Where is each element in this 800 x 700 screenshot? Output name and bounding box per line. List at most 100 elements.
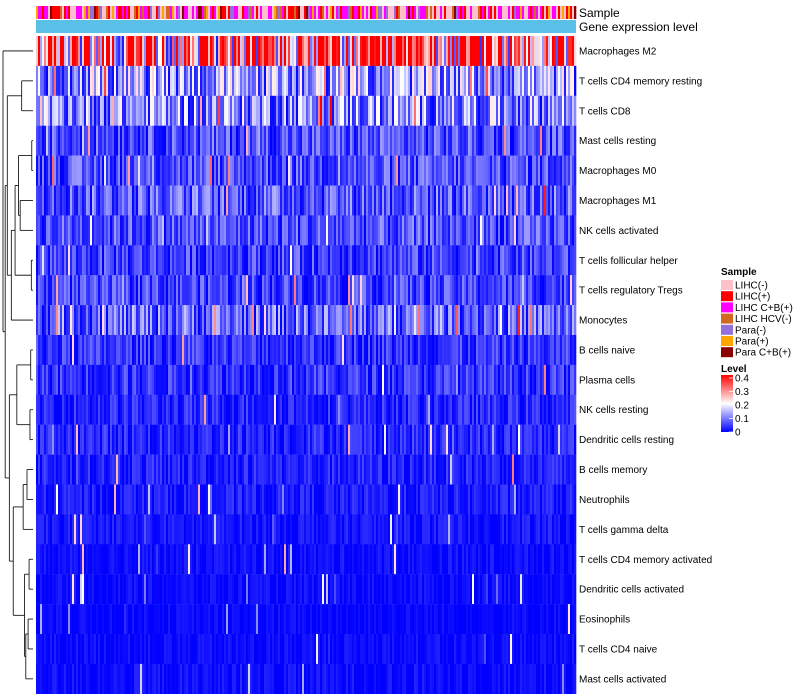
- heatmap-cell: [224, 215, 227, 246]
- heatmap-cell: [408, 245, 411, 276]
- heatmap-cell: [530, 364, 533, 395]
- heatmap-cell: [292, 36, 295, 67]
- heatmap-cell: [244, 275, 247, 306]
- heatmap-cell: [42, 454, 45, 485]
- heatmap-cell: [36, 514, 39, 545]
- heatmap-cell: [286, 424, 289, 455]
- heatmap-cell: [382, 245, 385, 276]
- heatmap-cell: [120, 95, 123, 126]
- heatmap-cell: [162, 65, 165, 96]
- heatmap-cell: [162, 454, 165, 485]
- heatmap-cell: [132, 275, 135, 306]
- heatmap-cell: [496, 125, 499, 156]
- heatmap-cell: [558, 95, 561, 126]
- heatmap-cell: [158, 36, 161, 67]
- heatmap-cell: [76, 36, 79, 67]
- heatmap-cell: [476, 305, 479, 336]
- heatmap-cell: [104, 125, 107, 156]
- heatmap-cell: [240, 424, 243, 455]
- heatmap-cell: [286, 125, 289, 156]
- heatmap-cell: [554, 245, 557, 276]
- heatmap-cell: [230, 36, 233, 67]
- heatmap-cell: [276, 424, 279, 455]
- sample-track-cell: [48, 6, 51, 19]
- heatmap-cell: [170, 215, 173, 246]
- heatmap-cell: [130, 215, 133, 246]
- heatmap-cell: [122, 215, 125, 246]
- sample-track-cell: [450, 6, 453, 19]
- heatmap-cell: [62, 335, 65, 366]
- heatmap-cell: [112, 155, 115, 186]
- heatmap-cell: [210, 125, 213, 156]
- heatmap-cell: [188, 275, 191, 306]
- heatmap-cell: [488, 275, 491, 306]
- heatmap-cell: [412, 394, 415, 425]
- heatmap-cell: [104, 65, 107, 96]
- heatmap-cell: [298, 155, 301, 186]
- heatmap-cell: [342, 95, 345, 126]
- heatmap-cell: [336, 514, 339, 545]
- heatmap-cell: [378, 484, 381, 515]
- heatmap-cell: [234, 364, 237, 395]
- sample-track-cell: [114, 6, 117, 19]
- heatmap-cell: [88, 335, 91, 366]
- heatmap-cell: [508, 65, 511, 96]
- heatmap-cell: [186, 305, 189, 336]
- heatmap-cell: [332, 36, 335, 67]
- heatmap-cell: [504, 335, 507, 366]
- heatmap-cell: [260, 275, 263, 306]
- sample-track-cell: [142, 6, 145, 19]
- heatmap-cell: [104, 215, 107, 246]
- heatmap-cell: [396, 305, 399, 336]
- heatmap-cell: [136, 95, 139, 126]
- heatmap-cell: [84, 305, 87, 336]
- heatmap-cell: [106, 275, 109, 306]
- sample-track-cell: [150, 6, 153, 19]
- heatmap-cell: [520, 155, 523, 186]
- heatmap-cell: [160, 215, 163, 246]
- heatmap-cell: [462, 215, 465, 246]
- heatmap-cell: [452, 514, 455, 545]
- heatmap-cell: [428, 275, 431, 306]
- sample-track-cell: [98, 6, 101, 19]
- heatmap-cell: [334, 335, 337, 366]
- heatmap-cell: [186, 484, 189, 515]
- heatmap-cell: [508, 484, 511, 515]
- heatmap-cell: [404, 424, 407, 455]
- heatmap-cell: [118, 155, 121, 186]
- heatmap-cell: [352, 514, 355, 545]
- heatmap-cell: [44, 544, 47, 575]
- heatmap-cell: [154, 394, 157, 425]
- heatmap-cell: [254, 185, 257, 216]
- heatmap-cell: [280, 514, 283, 545]
- heatmap-cell: [66, 424, 69, 455]
- heatmap-cell: [76, 484, 79, 515]
- heatmap-cell: [488, 305, 491, 336]
- heatmap-cell: [342, 335, 345, 366]
- heatmap-cell: [306, 125, 309, 156]
- heatmap-cell: [438, 185, 441, 216]
- heatmap-cell: [166, 305, 169, 336]
- heatmap-cell: [264, 125, 267, 156]
- heatmap-cell: [518, 305, 521, 336]
- heatmap-cell: [196, 394, 199, 425]
- heatmap-cell: [548, 215, 551, 246]
- heatmap-cell: [128, 305, 131, 336]
- heatmap-cell: [530, 514, 533, 545]
- heatmap-cell: [114, 155, 117, 186]
- heatmap-cell: [154, 335, 157, 366]
- heatmap-cell: [464, 185, 467, 216]
- heatmap-cell: [462, 335, 465, 366]
- heatmap-cell: [406, 245, 409, 276]
- heatmap-cell: [214, 484, 217, 515]
- heatmap-cell: [256, 36, 259, 67]
- heatmap-cell: [456, 305, 459, 336]
- heatmap-cell: [336, 335, 339, 366]
- heatmap-cell: [110, 424, 113, 455]
- heatmap-cell: [244, 424, 247, 455]
- heatmap-cell: [110, 36, 113, 67]
- heatmap-cell: [530, 185, 533, 216]
- heatmap-cell: [502, 454, 505, 485]
- heatmap-cell: [200, 36, 203, 67]
- heatmap-cell: [180, 514, 183, 545]
